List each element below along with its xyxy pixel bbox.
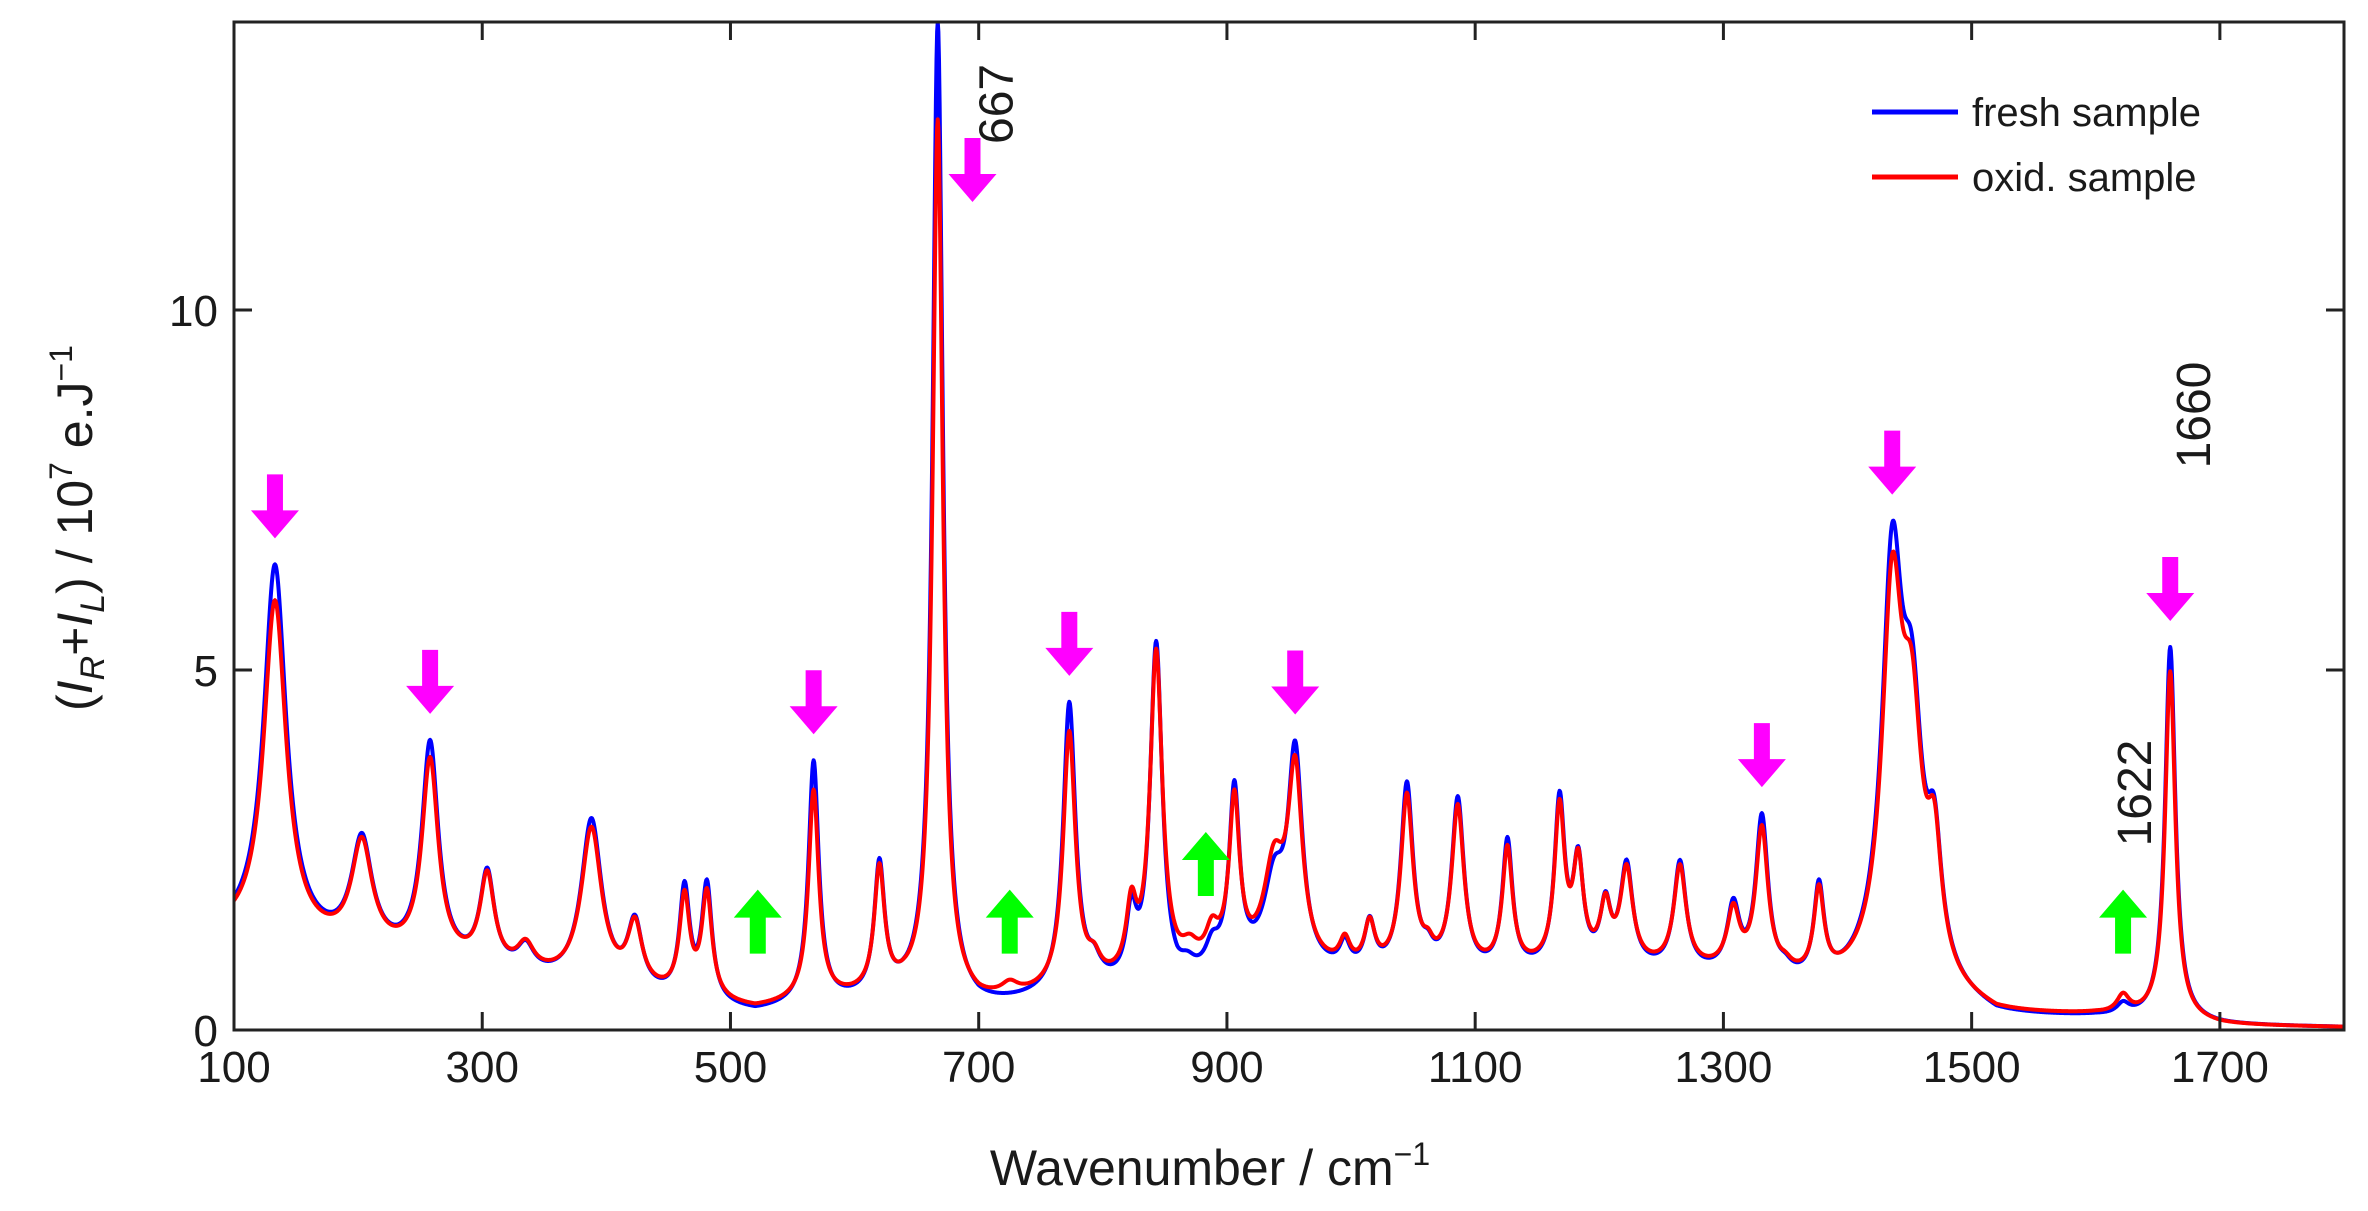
x-axis-title-sup: −1: [1394, 1136, 1430, 1172]
legend-label-oxid: oxid. sample: [1972, 156, 2197, 200]
magenta-down-arrow: [948, 138, 997, 202]
magenta-down-arrow: [1737, 723, 1786, 788]
annotation-layer: 667 1622 1660: [971, 64, 2221, 846]
series-line-oxid: [234, 117, 2344, 1029]
peak-label: 667: [971, 64, 1024, 144]
magenta-down-arrow: [2146, 556, 2195, 621]
y-title-l: L: [74, 594, 112, 613]
y-tick-label: 10: [169, 287, 218, 336]
green-up-arrow: [2099, 889, 2148, 954]
magenta-down-arrow: [1045, 611, 1094, 676]
x-axis-title-main: Wavenumber / cm: [990, 1140, 1394, 1196]
magenta-down-arrow: [250, 474, 299, 539]
x-tick-label: 700: [942, 1043, 1015, 1092]
green-up-arrow: [985, 889, 1034, 954]
green-up-arrow: [1181, 832, 1230, 896]
x-tick-label: 1100: [1428, 1043, 1523, 1092]
y-title-i2: I: [47, 613, 103, 627]
y-title-r: R: [74, 656, 112, 681]
peak-label: 1660: [2168, 362, 2221, 469]
peak-label: 1622: [2109, 740, 2162, 847]
y-title-rest: ) / 10: [47, 480, 103, 594]
y-title-i: I: [47, 680, 103, 694]
legend-label-fresh: fresh sample: [1972, 91, 2201, 135]
y-title-plus: +: [47, 627, 103, 656]
y-title-open: (: [47, 694, 103, 711]
y-tick-label: 5: [194, 647, 218, 696]
magenta-down-arrow: [1868, 430, 1917, 495]
x-tick-label: 1500: [1923, 1043, 2021, 1092]
x-tick-label: 1700: [2171, 1043, 2269, 1092]
magenta-down-arrow: [406, 649, 455, 714]
tick-layer: 100 300 500 700 900 1100 1300 1500 1700 0 5 10: [169, 22, 2344, 1092]
y-title-pow: 7: [43, 462, 79, 480]
series-layer: [234, 22, 2344, 1029]
arrow-layer: [250, 138, 2195, 954]
y-title-unit: e.J: [47, 381, 103, 462]
plot-frame: [232, 20, 2346, 1032]
x-axis-title: Wavenumber / cm−1: [990, 1136, 1430, 1196]
x-tick-label: 1300: [1674, 1043, 1772, 1092]
x-tick-label: 300: [446, 1043, 519, 1092]
green-up-arrow: [733, 889, 782, 954]
magenta-down-arrow: [789, 670, 838, 735]
magenta-down-arrow: [1271, 650, 1320, 715]
x-tick-label: 100: [197, 1043, 270, 1092]
y-title-unit-sup: −1: [43, 345, 79, 381]
legend: fresh sample oxid. sample: [1872, 91, 2201, 200]
y-axis-title: (IR+IL) / 107 e.J−1: [43, 345, 112, 711]
x-tick-label: 900: [1190, 1043, 1263, 1092]
x-tick-label: 500: [694, 1043, 767, 1092]
y-tick-label: 0: [194, 1007, 218, 1056]
